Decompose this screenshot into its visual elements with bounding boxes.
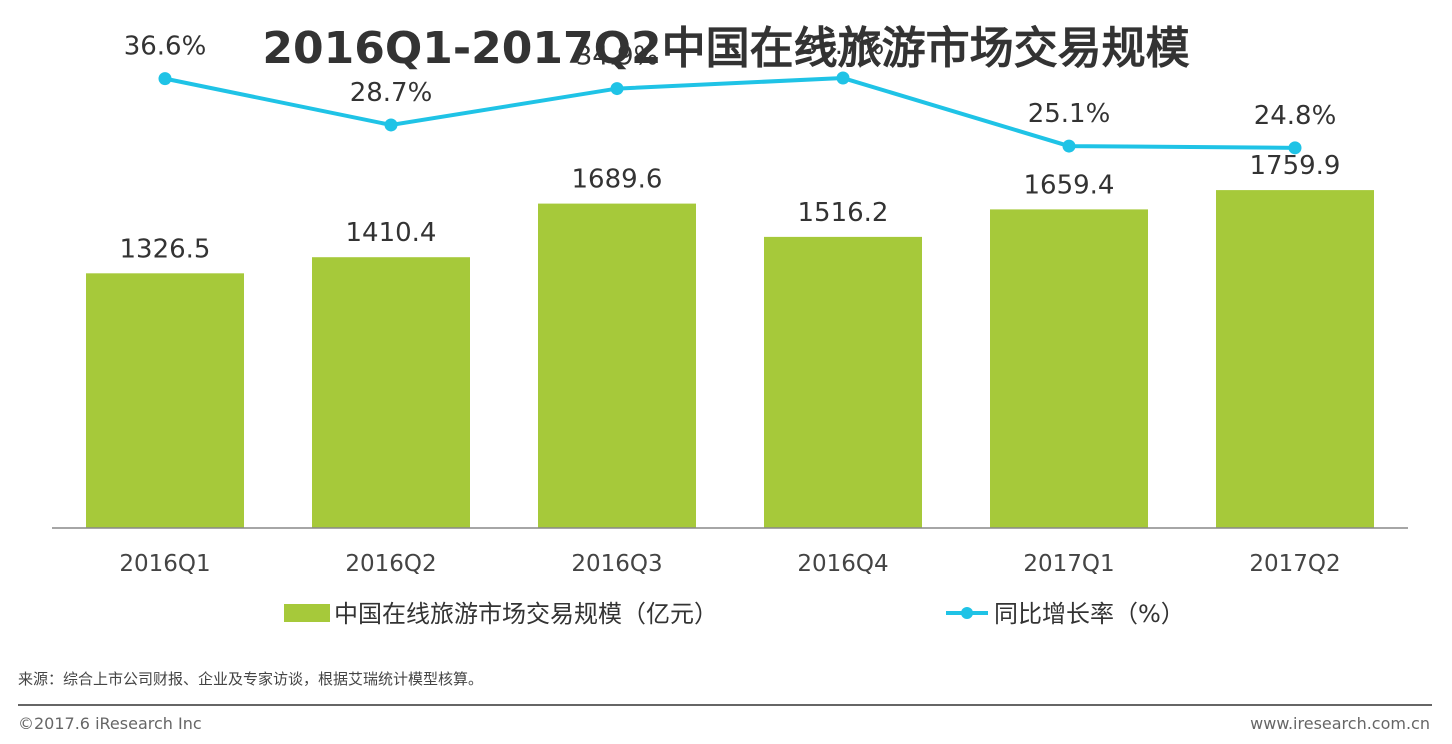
growth-point-2017Q1: [1062, 139, 1076, 153]
bar-2016Q2: [312, 257, 470, 528]
legend-bar-label: 中国在线旅游市场交易规模（亿元）: [334, 600, 718, 628]
bars-layer: 1326.5 1410.4 1689.6 1516.2 1659.4 1759.9: [86, 151, 1374, 529]
footer-divider: [18, 704, 1432, 706]
bar-2016Q4: [764, 236, 922, 529]
bar-label-2016Q4: 1516.2: [798, 198, 889, 228]
x-tick-label-2016Q2: 2016Q2: [345, 551, 436, 577]
bar-label-2016Q2: 1410.4: [346, 218, 437, 248]
bar-label-2016Q3: 1689.6: [572, 165, 663, 195]
copyright-text: ©2017.6 iResearch Inc: [18, 714, 202, 733]
chart-canvas: 1326.5 1410.4 1689.6 1516.2 1659.4 1759.9 36.…: [52, 31, 1408, 628]
website-link[interactable]: www.iresearch.com.cn: [1250, 714, 1430, 733]
bar-2017Q1: [990, 209, 1148, 528]
x-tick-label-2016Q3: 2016Q3: [571, 551, 662, 577]
growth-point-2016Q3: [610, 82, 624, 96]
growth-label-2017Q1: 25.1%: [1028, 99, 1111, 129]
bar-label-2016Q1: 1326.5: [120, 234, 211, 264]
source-note: 来源：综合上市公司财报、企业及专家访谈，根据艾瑞统计模型核算。: [18, 670, 484, 688]
growth-label-2017Q2: 24.8%: [1254, 101, 1337, 131]
growth-label-2016Q4: 36.7%: [802, 31, 885, 61]
growth-rate-line: [164, 76, 1296, 150]
legend: 中国在线旅游市场交易规模（亿元） 同比增长率（%）: [284, 600, 1185, 628]
chart-title: 2016Q1-2017Q2中国在线旅游市场交易规模: [262, 23, 1190, 74]
x-tick-label-2016Q4: 2016Q4: [797, 551, 888, 577]
growth-label-2016Q1: 36.6%: [124, 32, 207, 62]
growth-label-2016Q2: 28.7%: [350, 78, 433, 108]
bar-2016Q1: [86, 273, 244, 528]
legend-line-label: 同比增长率（%）: [994, 600, 1185, 628]
x-tick-label-2017Q2: 2017Q2: [1249, 551, 1340, 577]
line-layer: 36.6% 28.7% 34.9% 36.7% 25.1% 24.8%: [124, 31, 1337, 155]
x-tick-label-2016Q1: 2016Q1: [119, 551, 210, 577]
bar-label-2017Q2: 1759.9: [1250, 151, 1341, 181]
bar-2016Q3: [538, 203, 696, 528]
x-tick-label-2017Q1: 2017Q1: [1023, 551, 1114, 577]
growth-point-2016Q2: [384, 118, 398, 132]
legend-bar-swatch: [284, 604, 330, 622]
x-axis: 2016Q1 2016Q2 2016Q3 2016Q4 2017Q1 2017Q2: [52, 527, 1408, 577]
growth-label-2016Q3: 34.9%: [576, 42, 659, 72]
legend-line-marker: [961, 607, 973, 619]
bar-2017Q2: [1216, 190, 1374, 529]
bar-label-2017Q1: 1659.4: [1024, 170, 1115, 200]
growth-point-2016Q1: [158, 72, 172, 86]
growth-point-2017Q2: [1288, 141, 1302, 155]
growth-point-2016Q4: [836, 71, 850, 85]
